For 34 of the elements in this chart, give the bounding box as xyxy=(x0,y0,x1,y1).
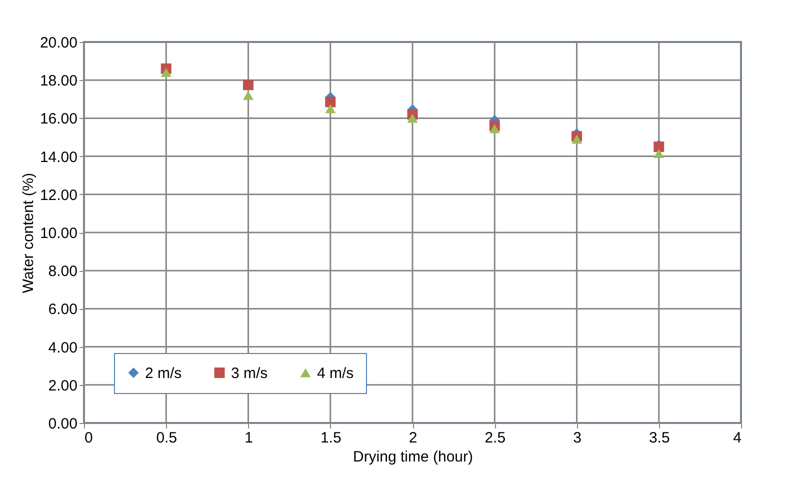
point xyxy=(160,68,172,78)
y-tick-label: 6.00 xyxy=(48,301,78,318)
x-tick-label: 0.5 xyxy=(156,430,178,446)
x-tick-label: 1.5 xyxy=(320,430,342,446)
legend-label: 2 m/s xyxy=(145,364,182,382)
x-tick-label: 3.5 xyxy=(648,430,670,446)
y-tick-label: 4.00 xyxy=(48,339,78,356)
x-tick-label: 4 xyxy=(733,430,742,446)
y-tick-label: 16.00 xyxy=(40,110,78,128)
x-axis-title: Drying time (hour) xyxy=(352,448,474,466)
y-tick-label: 2.00 xyxy=(48,377,78,394)
x-tick-label: 2.5 xyxy=(484,430,506,446)
point xyxy=(489,124,500,134)
y-tick-label: 0.00 xyxy=(48,416,78,432)
point xyxy=(407,114,418,123)
legend-label: 3 m/s xyxy=(231,364,268,382)
x-tick-label: 0 xyxy=(84,430,93,446)
y-tick-label: 8.00 xyxy=(48,263,78,280)
point xyxy=(325,96,336,108)
point xyxy=(243,80,254,90)
x-tick-label: 1 xyxy=(244,430,253,446)
legend-label: 4 m/s xyxy=(317,364,354,382)
y-axis-title: Water content (%) xyxy=(20,172,37,294)
y-tick-label: 20.00 xyxy=(40,34,78,52)
x-tick-label: 3 xyxy=(573,430,582,446)
point xyxy=(572,134,582,144)
point xyxy=(325,104,336,114)
x-tick-label: 2 xyxy=(408,430,418,446)
y-tick-label: 14.00 xyxy=(40,148,78,166)
y-tick-label: 12.00 xyxy=(40,186,78,204)
y-tick-label: 18.00 xyxy=(40,72,78,90)
point xyxy=(243,90,254,100)
y-tick-label: 10.00 xyxy=(40,225,78,242)
point xyxy=(654,148,664,158)
